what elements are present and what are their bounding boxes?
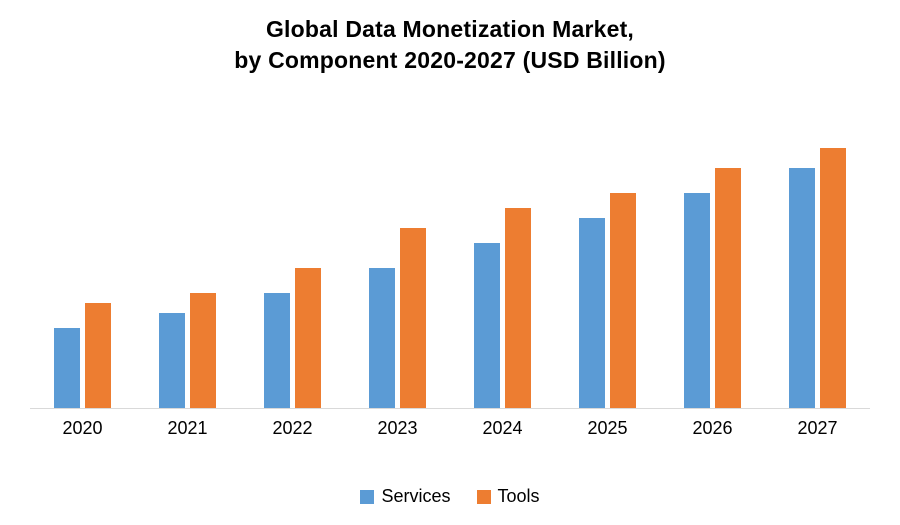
x-axis-label-2025: 2025 [587,418,628,438]
bar-group-2022: 2022 [264,108,321,439]
bar-group-2021: 2021 [159,108,216,439]
bar-services-2026 [684,193,710,408]
bar-tools-2026 [715,168,741,408]
legend-label-services: Services [381,486,451,506]
bar-pair-2027 [789,108,846,408]
bar-group-2024: 2024 [474,108,531,439]
bar-pair-2022 [264,108,321,408]
bar-chart-plot-area: 2020 2021 2022 2023 2024 2025 2026 2027 [30,108,870,453]
bar-pair-2021 [159,108,216,408]
x-axis-label-2027: 2027 [797,418,838,438]
bar-pair-2023 [369,108,426,408]
chart-legend: Services Tools [0,486,900,507]
legend-label-tools: Tools [497,486,540,506]
bar-tools-2021 [190,293,216,408]
x-axis-label-2024: 2024 [482,418,523,438]
bar-groups: 2020 2021 2022 2023 2024 2025 2026 2027 [30,108,870,439]
bar-tools-2023 [400,228,426,408]
bar-group-2020: 2020 [54,108,111,439]
bar-services-2020 [54,328,80,408]
bar-tools-2025 [610,193,636,408]
chart-title-line-1: Global Data Monetization Market, [265,16,635,42]
bar-pair-2025 [579,108,636,408]
bar-services-2024 [474,243,500,408]
bar-pair-2020 [54,108,111,408]
bar-group-2027: 2027 [789,108,846,439]
chart-title-line-2: by Component 2020-2027 (USD Billion) [234,47,666,73]
bar-pair-2024 [474,108,531,408]
services-legend-swatch-icon [360,489,375,504]
bar-group-2023: 2023 [369,108,426,439]
x-axis-line [30,408,870,409]
bar-services-2021 [159,313,185,408]
x-axis-label-2020: 2020 [62,418,103,438]
x-axis-label-2023: 2023 [377,418,418,438]
legend-item-services: Services [360,486,451,507]
tools-legend-swatch-icon [476,489,491,504]
x-axis-label-2022: 2022 [272,418,313,438]
chart-title: Global Data Monetization Market, by Comp… [0,0,900,76]
bar-group-2026: 2026 [684,108,741,439]
bar-tools-2022 [295,268,321,408]
bar-services-2023 [369,268,395,408]
bar-group-2025: 2025 [579,108,636,439]
legend-item-tools: Tools [476,486,540,507]
bar-tools-2024 [505,208,531,408]
bar-services-2025 [579,218,605,408]
bar-tools-2020 [85,303,111,408]
bar-services-2022 [264,293,290,408]
bar-pair-2026 [684,108,741,408]
bar-tools-2027 [820,148,846,408]
bar-services-2027 [789,168,815,408]
x-axis-label-2021: 2021 [167,418,208,438]
x-axis-label-2026: 2026 [692,418,733,438]
